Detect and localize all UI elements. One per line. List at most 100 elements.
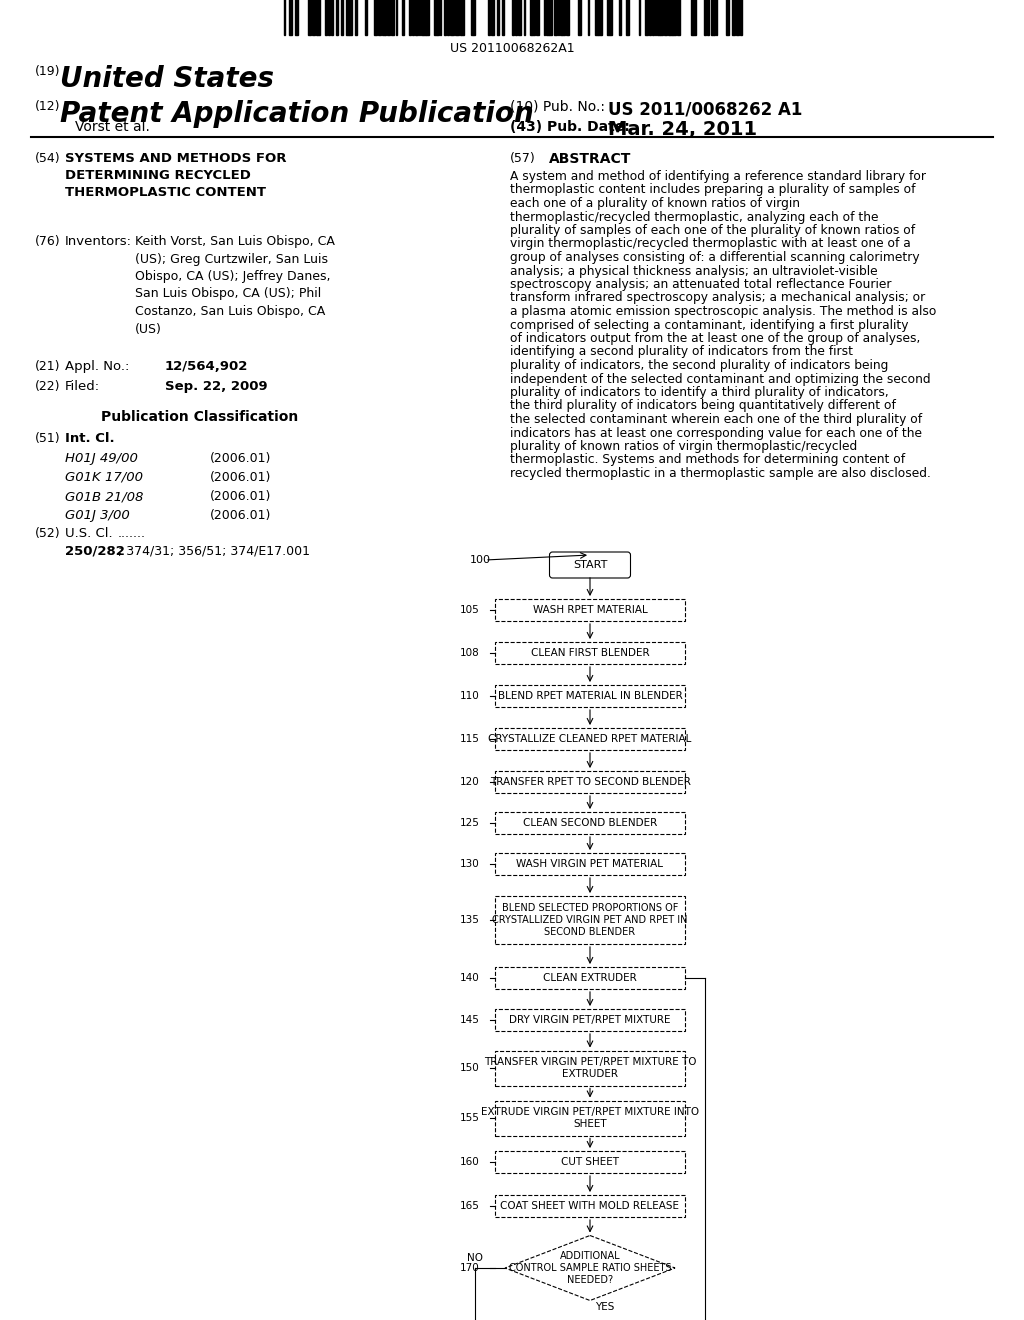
Bar (740, 0, 742, 36)
Text: BLEND SELECTED PROPORTIONS OF
CRYSTALLIZED VIRGIN PET AND RPET IN
SECOND BLENDER: BLEND SELECTED PROPORTIONS OF CRYSTALLIZ… (493, 903, 688, 937)
Bar (308, 0, 311, 36)
Text: plurality of indicators, the second plurality of indicators being: plurality of indicators, the second plur… (510, 359, 889, 372)
Bar (444, 0, 446, 36)
Text: thermoplastic. Systems and methods for determining content of: thermoplastic. Systems and methods for d… (510, 454, 905, 466)
Polygon shape (505, 1236, 675, 1300)
Text: US 20110068262A1: US 20110068262A1 (450, 42, 574, 55)
Bar (374, 0, 377, 36)
Bar (295, 0, 298, 36)
Text: 155: 155 (460, 1113, 480, 1123)
Text: 120: 120 (460, 777, 480, 787)
Text: (22): (22) (35, 380, 60, 393)
Text: Sep. 22, 2009: Sep. 22, 2009 (165, 380, 267, 393)
Bar (652, 0, 654, 36)
Text: START: START (572, 560, 607, 570)
Text: 115: 115 (460, 734, 480, 744)
Bar (312, 0, 315, 36)
Text: analysis; a physical thickness analysis; an ultraviolet-visible: analysis; a physical thickness analysis;… (510, 264, 878, 277)
Bar (416, 0, 418, 36)
Bar (346, 0, 349, 36)
Bar (495, 853, 685, 875)
Text: Inventors:: Inventors: (65, 235, 132, 248)
Bar (495, 1051, 685, 1085)
Text: CLEAN SECOND BLENDER: CLEAN SECOND BLENDER (523, 818, 657, 828)
Text: a plasma atomic emission spectroscopic analysis. The method is also: a plasma atomic emission spectroscopic a… (510, 305, 936, 318)
Bar (732, 0, 735, 36)
Bar (598, 0, 601, 36)
Bar (421, 0, 423, 36)
Bar (495, 642, 685, 664)
Text: TRANSFER VIRGIN PET/RPET MIXTURE TO
EXTRUDER: TRANSFER VIRGIN PET/RPET MIXTURE TO EXTR… (483, 1057, 696, 1078)
Text: each one of a plurality of known ratios of virgin: each one of a plurality of known ratios … (510, 197, 800, 210)
Bar (437, 0, 439, 36)
Text: (19): (19) (35, 65, 60, 78)
Bar (546, 0, 549, 36)
Text: 165: 165 (460, 1201, 480, 1210)
Text: G01K 17/00: G01K 17/00 (65, 471, 143, 484)
Bar (434, 0, 437, 36)
Bar (610, 0, 612, 36)
Text: Filed:: Filed: (65, 380, 100, 393)
Text: group of analyses consisting of: a differential scanning calorimetry: group of analyses consisting of: a diffe… (510, 251, 920, 264)
Bar (495, 599, 685, 620)
Bar (490, 0, 494, 36)
Text: U.S. Cl.: U.S. Cl. (65, 527, 113, 540)
Bar (349, 0, 352, 36)
Bar (495, 896, 685, 944)
Text: (2006.01): (2006.01) (210, 490, 271, 503)
Bar (473, 0, 475, 36)
Text: the third plurality of indicators being quantitatively different of: the third plurality of indicators being … (510, 400, 896, 412)
Text: 108: 108 (460, 648, 480, 657)
Bar (402, 0, 404, 36)
Text: plurality of known ratios of virgin thermoplastic/recycled: plurality of known ratios of virgin ther… (510, 440, 857, 453)
Bar (495, 1008, 685, 1031)
Bar (673, 0, 676, 36)
Text: COAT SHEET WITH MOLD RELEASE: COAT SHEET WITH MOLD RELEASE (501, 1201, 680, 1210)
Text: 150: 150 (460, 1063, 480, 1073)
Text: 145: 145 (460, 1015, 480, 1026)
Bar (457, 0, 459, 36)
Bar (450, 0, 452, 36)
Text: DRY VIRGIN PET/RPET MIXTURE: DRY VIRGIN PET/RPET MIXTURE (509, 1015, 671, 1026)
Text: of indicators output from the at least one of the group of analyses,: of indicators output from the at least o… (510, 333, 921, 345)
Bar (705, 0, 706, 36)
Text: WASH VIRGIN PET MATERIAL: WASH VIRGIN PET MATERIAL (516, 859, 664, 869)
Bar (670, 0, 672, 36)
Text: TRANSFER RPET TO SECOND BLENDER: TRANSFER RPET TO SECOND BLENDER (489, 777, 690, 787)
Bar (426, 0, 429, 36)
Bar (495, 1151, 685, 1173)
Text: CUT SHEET: CUT SHEET (561, 1158, 618, 1167)
Bar (562, 0, 565, 36)
Text: (2006.01): (2006.01) (210, 510, 271, 521)
Text: Patent Application Publication: Patent Application Publication (60, 100, 534, 128)
Text: 125: 125 (460, 818, 480, 828)
Text: (51): (51) (35, 432, 60, 445)
Text: plurality of indicators to identify a third plurality of indicators,: plurality of indicators to identify a th… (510, 385, 889, 399)
Bar (549, 0, 552, 36)
Bar (495, 1101, 685, 1135)
Text: Mar. 24, 2011: Mar. 24, 2011 (608, 120, 757, 139)
Bar (409, 0, 411, 36)
Text: (76): (76) (35, 235, 60, 248)
Bar (289, 0, 292, 36)
Text: BLEND RPET MATERIAL IN BLENDER: BLEND RPET MATERIAL IN BLENDER (498, 690, 682, 701)
Bar (607, 0, 610, 36)
Text: 140: 140 (460, 973, 480, 983)
Text: (2006.01): (2006.01) (210, 471, 271, 484)
Bar (452, 0, 454, 36)
Bar (518, 0, 521, 36)
Text: (21): (21) (35, 360, 60, 374)
Bar (495, 729, 685, 750)
Text: SYSTEMS AND METHODS FOR
DETERMINING RECYCLED
THERMOPLASTIC CONTENT: SYSTEMS AND METHODS FOR DETERMINING RECY… (65, 152, 287, 199)
Text: ADDITIONAL
CONTROL SAMPLE RATIO SHEETS
NEEDED?: ADDITIONAL CONTROL SAMPLE RATIO SHEETS N… (509, 1251, 672, 1284)
Text: CLEAN EXTRUDER: CLEAN EXTRUDER (543, 973, 637, 983)
Bar (566, 0, 568, 36)
Bar (378, 0, 381, 36)
Bar (447, 0, 449, 36)
Text: G01B 21/08: G01B 21/08 (65, 490, 143, 503)
Bar (488, 0, 490, 36)
Bar (595, 0, 598, 36)
Text: United States: United States (60, 65, 274, 92)
Bar (693, 0, 696, 36)
Bar (365, 0, 367, 36)
